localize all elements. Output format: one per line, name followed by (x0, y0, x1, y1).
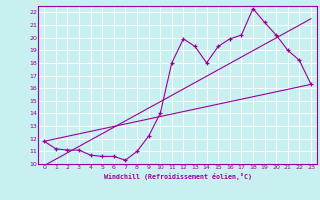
X-axis label: Windchill (Refroidissement éolien,°C): Windchill (Refroidissement éolien,°C) (104, 173, 252, 180)
